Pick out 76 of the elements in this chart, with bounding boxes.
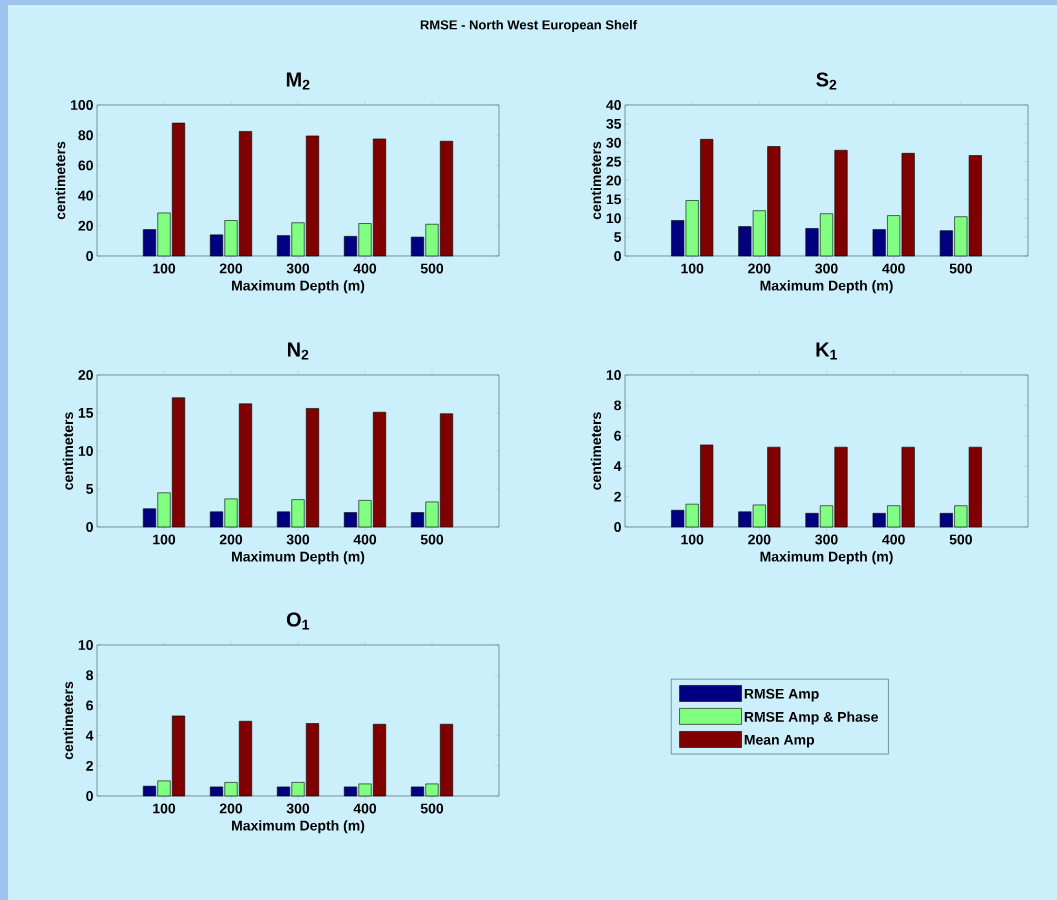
y-tick-label: 2 <box>86 760 93 771</box>
x-tick-label: 400 <box>882 263 905 274</box>
chart-title: N$_{2}$ <box>287 342 309 360</box>
x-tick-label: 100 <box>153 534 176 545</box>
x-tick-label: 100 <box>681 263 704 274</box>
x-tick-label: 500 <box>949 534 972 545</box>
x-tick-label: 500 <box>420 534 444 545</box>
x-tick-label: 100 <box>153 803 176 814</box>
y-tick-label: 2 <box>614 491 621 502</box>
y-tick-label: 0 <box>614 251 621 261</box>
x-tick-label: 500 <box>949 263 972 274</box>
text: RMSE - North West European Shelf <box>420 19 638 33</box>
y-tick-label: 0 <box>86 251 93 261</box>
x-tick-label: 300 <box>815 263 838 274</box>
y-tick-label: 25 <box>606 156 622 167</box>
x-axis-title: Maximum Depth (m) <box>760 551 893 565</box>
y-tick-label: 0 <box>86 522 93 532</box>
y-tick-label: 4 <box>613 461 622 471</box>
x-tick-label: 200 <box>219 803 243 814</box>
x-tick-label: 300 <box>815 534 838 545</box>
y-tick-label: 10 <box>606 213 621 224</box>
chart-title: M$_{2}$ <box>286 72 310 90</box>
y-tick-label: 60 <box>78 160 93 171</box>
x-tick-label: 200 <box>748 534 771 545</box>
x-tick-label: 500 <box>420 263 444 274</box>
y-tick-label: 80 <box>78 130 93 141</box>
y-tick-label: 0 <box>614 522 621 532</box>
x-axis-title: Maximum Depth (m) <box>232 820 365 834</box>
x-tick-label: 100 <box>153 263 176 274</box>
x-tick-label: 400 <box>882 534 905 545</box>
y-tick-label: 35 <box>606 118 622 129</box>
y-tick-label: 10 <box>78 446 93 456</box>
y-tick-label: 40 <box>606 100 621 110</box>
y-tick-label: 0 <box>86 791 93 801</box>
chart-title: S$_{2}$ <box>816 72 837 90</box>
y-axis-title: centimeters <box>590 141 602 220</box>
y-tick-label: 5 <box>86 484 94 494</box>
y-tick-label: 6 <box>614 430 621 441</box>
x-tick-label: 300 <box>286 534 310 545</box>
chart-title: K$_{1}$ <box>816 342 837 360</box>
x-tick-label: 400 <box>353 263 377 274</box>
y-tick-label: 10 <box>606 370 621 380</box>
x-tick-label: 300 <box>286 803 310 814</box>
y-tick-label: 4 <box>85 730 94 741</box>
y-tick-label: 15 <box>606 194 622 205</box>
y-tick-label: 8 <box>614 400 622 411</box>
y-tick-label: 40 <box>78 190 93 201</box>
y-tick-label: 6 <box>86 700 93 711</box>
y-tick-label: 8 <box>86 670 94 681</box>
y-axis-title: centimeters <box>55 141 66 220</box>
x-tick-label: 200 <box>748 263 771 274</box>
x-axis-title: Maximum Depth (m) <box>232 280 365 294</box>
y-axis-title: centimeters <box>62 412 74 490</box>
y-tick-label: 20 <box>78 370 93 380</box>
y-tick-label: 30 <box>606 137 621 148</box>
legend-label: Mean Amp <box>744 734 815 748</box>
y-axis-title: centimeters <box>62 681 74 760</box>
legend-label: RMSE Amp <box>744 688 819 702</box>
x-axis-title: Maximum Depth (m) <box>760 280 893 294</box>
x-tick-label: 200 <box>219 263 243 274</box>
chart-title: O$_{1}$ <box>286 612 310 630</box>
x-tick-label: 400 <box>353 534 377 545</box>
y-tick-label: 100 <box>71 100 93 110</box>
y-tick-label: 10 <box>78 640 93 650</box>
x-tick-label: 100 <box>681 534 704 545</box>
y-axis-title: centimeters <box>590 412 602 490</box>
y-tick-label: 20 <box>606 175 621 186</box>
x-tick-label: 500 <box>420 803 444 814</box>
x-tick-label: 200 <box>219 534 243 545</box>
x-tick-label: 300 <box>286 263 310 274</box>
legend-label: RMSE Amp & Phase <box>744 711 878 725</box>
x-axis-title: Maximum Depth (m) <box>232 551 365 565</box>
x-tick-label: 400 <box>353 803 377 814</box>
y-tick-label: 15 <box>78 408 94 418</box>
y-tick-label: 20 <box>78 220 93 231</box>
y-tick-label: 5 <box>614 232 622 242</box>
